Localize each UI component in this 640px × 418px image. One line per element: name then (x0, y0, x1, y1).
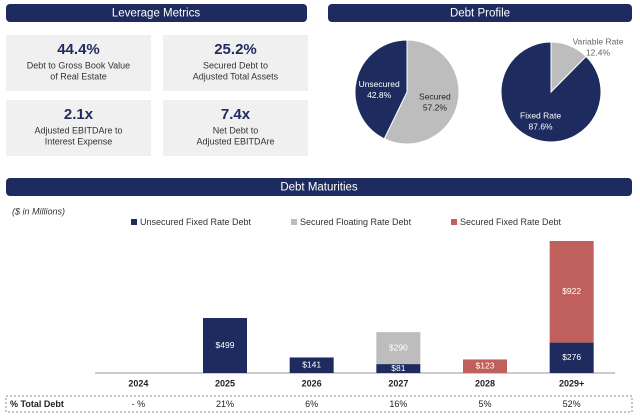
pie-label: Variable Rate (573, 36, 624, 46)
metric-value: 25.2% (214, 41, 257, 58)
pie-slice (383, 39, 460, 145)
bar-segment (376, 364, 421, 373)
table-cell: 5% (478, 399, 491, 409)
legend-swatch (131, 219, 137, 225)
bar-value-label: $290 (389, 342, 408, 352)
bar-value-label: $123 (476, 360, 495, 370)
metric-value: 7.4x (221, 106, 251, 123)
bar-segment (289, 357, 334, 373)
bar-value-label: $922 (562, 286, 581, 296)
pie-label: Secured (419, 92, 451, 102)
metric-description: Adjusted EBITDAre to (34, 125, 122, 135)
table-row-border (5, 395, 633, 413)
metric-value: 2.1x (64, 106, 94, 123)
bar-value-label: $81 (391, 363, 405, 373)
bar-segment (376, 332, 421, 365)
metric-description: Secured Debt to (203, 60, 268, 70)
pie-slice (354, 39, 408, 140)
pie-value-label: 42.8% (367, 90, 392, 100)
legend-label: Secured Fixed Rate Debt (460, 217, 562, 227)
metric-description: Adjusted EBITDAre (196, 136, 274, 146)
table-cell: 16% (389, 399, 407, 409)
x-tick-label: 2028 (475, 378, 495, 388)
x-tick-label: 2029+ (559, 378, 584, 388)
bar-segment (549, 241, 594, 343)
metric-description: Interest Expense (45, 136, 113, 146)
table-cell: - % (132, 399, 146, 409)
table-row-label: % Total Debt (10, 399, 64, 409)
table-cell: 6% (305, 399, 318, 409)
metric-description: Debt to Gross Book Value (27, 60, 130, 70)
pie-value-label: 57.2% (423, 103, 448, 113)
x-tick-label: 2026 (302, 378, 322, 388)
pie-label: Unsecured (359, 79, 400, 89)
section-header (6, 4, 307, 22)
metric-value: 44.4% (57, 41, 100, 58)
bar-value-label: $276 (562, 352, 581, 362)
bar-segment (463, 359, 507, 373)
x-tick-label: 2024 (128, 378, 148, 388)
bar-segment (549, 342, 594, 373)
section-title: Leverage Metrics (112, 8, 200, 20)
pie-value-label: 87.6% (529, 122, 554, 132)
section-header (328, 4, 632, 22)
table-cell: 52% (563, 399, 581, 409)
pie-value-label: 12.4% (586, 47, 611, 57)
legend-swatch (291, 219, 297, 225)
metric-description: of Real Estate (50, 71, 107, 81)
metric-box (163, 35, 308, 91)
metric-box (163, 100, 308, 156)
bar-value-label: $141 (302, 359, 321, 369)
metric-box (6, 100, 151, 156)
bar-segment (203, 318, 247, 373)
legend-label: Unsecured Fixed Rate Debt (140, 217, 252, 227)
section-title: Debt Maturities (280, 182, 358, 194)
pie-slice (500, 41, 602, 143)
legend-swatch (451, 219, 457, 225)
legend-label: Secured Floating Rate Debt (300, 217, 412, 227)
metric-box (6, 35, 151, 91)
chart-subtitle: ($ in Millions) (12, 206, 65, 216)
metric-description: Adjusted Total Assets (193, 71, 279, 81)
bar-value-label: $499 (216, 340, 235, 350)
x-tick-label: 2025 (215, 378, 235, 388)
table-cell: 21% (216, 399, 234, 409)
section-header (6, 178, 632, 196)
section-title: Debt Profile (450, 8, 510, 20)
pie-label: Fixed Rate (520, 111, 561, 121)
metric-description: Net Debt to (213, 125, 259, 135)
x-tick-label: 2027 (388, 378, 408, 388)
